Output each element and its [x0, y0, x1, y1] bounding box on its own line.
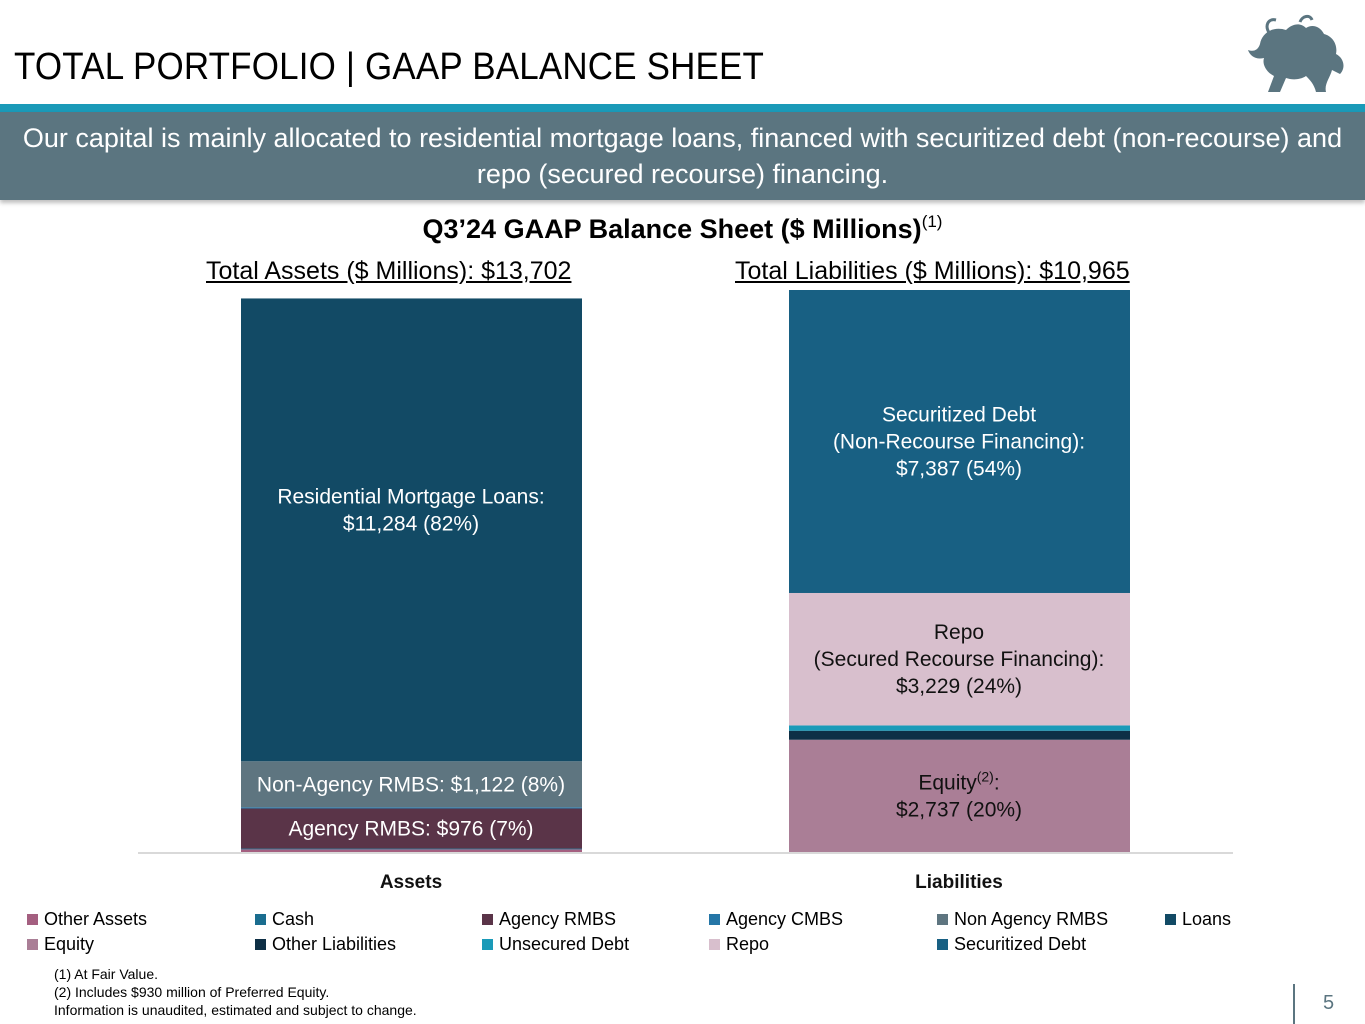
bar-segment-securitized-debt: [789, 290, 1130, 593]
legend-swatch-equity: [27, 939, 38, 950]
equity-label-colon: :: [994, 771, 1000, 794]
legend-label-loans: Loans: [1182, 909, 1232, 929]
bar-segment-equity: [789, 739, 1130, 852]
data-label-repo-line-3: $3,229 (24%): [896, 675, 1022, 698]
legend-swatch-unsecured-debt: [482, 939, 493, 950]
footnote-disclaimer: Information is unaudited, estimated and …: [54, 1002, 417, 1018]
legend-item-loans: Loans: [1165, 909, 1231, 930]
bar-segment-loans: [241, 298, 582, 762]
bar-segment-non-agency-rmbs: [241, 761, 582, 808]
data-label-loans-line-2: $11,284 (82%): [343, 512, 479, 535]
data-label-non-agency-rmbs: Non-Agency RMBS: $1,122 (8%): [257, 773, 565, 796]
data-label-repo-line-1: Repo: [934, 621, 984, 644]
legend-label-equity: Equity: [44, 934, 95, 954]
legend-item-unsecured-debt: Unsecured Debt: [482, 934, 629, 955]
bar-segment-agency-rmbs: [241, 808, 582, 849]
legend-label-agency-rmbs: Agency RMBS: [499, 909, 617, 929]
bar-segment-cash: [241, 848, 582, 850]
balance-sheet-chart: Agency RMBS: $976 (7%) Non-Agency RMBS: $…: [138, 290, 1233, 893]
legend-swatch-non-agency-rmbs: [937, 914, 948, 925]
bar-segment-repo: [789, 592, 1130, 726]
data-label-securitized-debt-line-2: (Non-Recourse Financing):: [833, 430, 1085, 453]
bar-segment-unsecured-debt: [789, 725, 1130, 731]
category-label-assets: Assets: [380, 872, 442, 893]
data-label-agency-rmbs: Agency RMBS: $976 (7%): [288, 818, 533, 841]
bar-segment-other-liabilities: [789, 730, 1130, 740]
lion-logo-icon: [1248, 14, 1344, 92]
legend-swatch-securitized-debt: [937, 939, 948, 950]
data-label-securitized-debt-line-1: Securitized Debt: [882, 403, 1036, 426]
footnote-1: (1) At Fair Value.: [54, 966, 159, 982]
header-rule: [0, 104, 1365, 112]
equity-footnote-ref: (2): [977, 768, 994, 784]
legend-item-repo: Repo: [709, 934, 769, 955]
legend-swatch-repo: [709, 939, 720, 950]
legend-label-repo: Repo: [726, 934, 770, 954]
bar-segment-other-assets: [241, 849, 582, 852]
legend-item-other-liabilities: Other Liabilities: [255, 934, 396, 955]
legend-label-securitized-debt: Securitized Debt: [954, 934, 1087, 954]
footnote-2: (2) Includes $930 million of Preferred E…: [54, 984, 330, 1000]
legend-swatch-other-assets: [27, 914, 38, 925]
page-number-divider: [1293, 984, 1295, 1024]
banner-text: Our capital is mainly allocated to resid…: [22, 123, 1343, 189]
legend-swatch-loans: [1165, 914, 1176, 925]
data-label-loans-line-1: Residential Mortgage Loans:: [277, 485, 544, 508]
legend-label-other-liabilities: Other Liabilities: [272, 934, 397, 954]
page-title: TOTAL PORTFOLIO | GAAP BALANCE SHEET: [14, 46, 765, 88]
summary-banner: Our capital is mainly allocated to resid…: [0, 112, 1365, 200]
legend-item-agency-cmbs: Agency CMBS: [709, 909, 843, 930]
legend-swatch-cash: [255, 914, 266, 925]
legend-label-agency-cmbs: Agency CMBS: [726, 909, 844, 929]
page-number: 5: [1323, 992, 1335, 1014]
total-assets-label: Total Assets ($ Millions): $13,702: [206, 257, 572, 285]
chart-title: Q3’24 GAAP Balance Sheet ($ Millions)(1): [0, 212, 1365, 245]
legend-item-agency-rmbs: Agency RMBS: [482, 909, 616, 930]
data-label-repo-line-2: (Secured Recourse Financing):: [814, 648, 1105, 671]
legend-label-cash: Cash: [272, 909, 315, 929]
legend-item-other-assets: Other Assets: [27, 909, 147, 930]
category-label-liabilities: Liabilities: [915, 872, 1003, 893]
data-label-equity-line-2: $2,737 (20%): [896, 798, 1022, 821]
legend-label-other-assets: Other Assets: [44, 909, 148, 929]
legend-label-unsecured-debt: Unsecured Debt: [499, 934, 630, 954]
total-liabilities-label: Total Liabilities ($ Millions): $10,965: [735, 257, 1130, 285]
bar-segment-agency-cmbs: [241, 807, 582, 809]
footnotes: (1) At Fair Value. (2) Includes $930 mil…: [54, 965, 417, 1019]
legend-item-cash: Cash: [255, 909, 314, 930]
chart-title-footnote-ref: (1): [921, 212, 943, 231]
legend-swatch-agency-cmbs: [709, 914, 720, 925]
legend-item-equity: Equity: [27, 934, 94, 955]
legend-swatch-other-liabilities: [255, 939, 266, 950]
legend-item-non-agency-rmbs: Non Agency RMBS: [937, 909, 1108, 930]
data-label-securitized-debt-line-3: $7,387 (54%): [896, 457, 1022, 480]
legend-swatch-agency-rmbs: [482, 914, 493, 925]
legend-label-non-agency-rmbs: Non Agency RMBS: [954, 909, 1109, 929]
chart-title-text: Q3’24 GAAP Balance Sheet ($ Millions): [422, 214, 922, 244]
legend-item-securitized-debt: Securitized Debt: [937, 934, 1086, 955]
